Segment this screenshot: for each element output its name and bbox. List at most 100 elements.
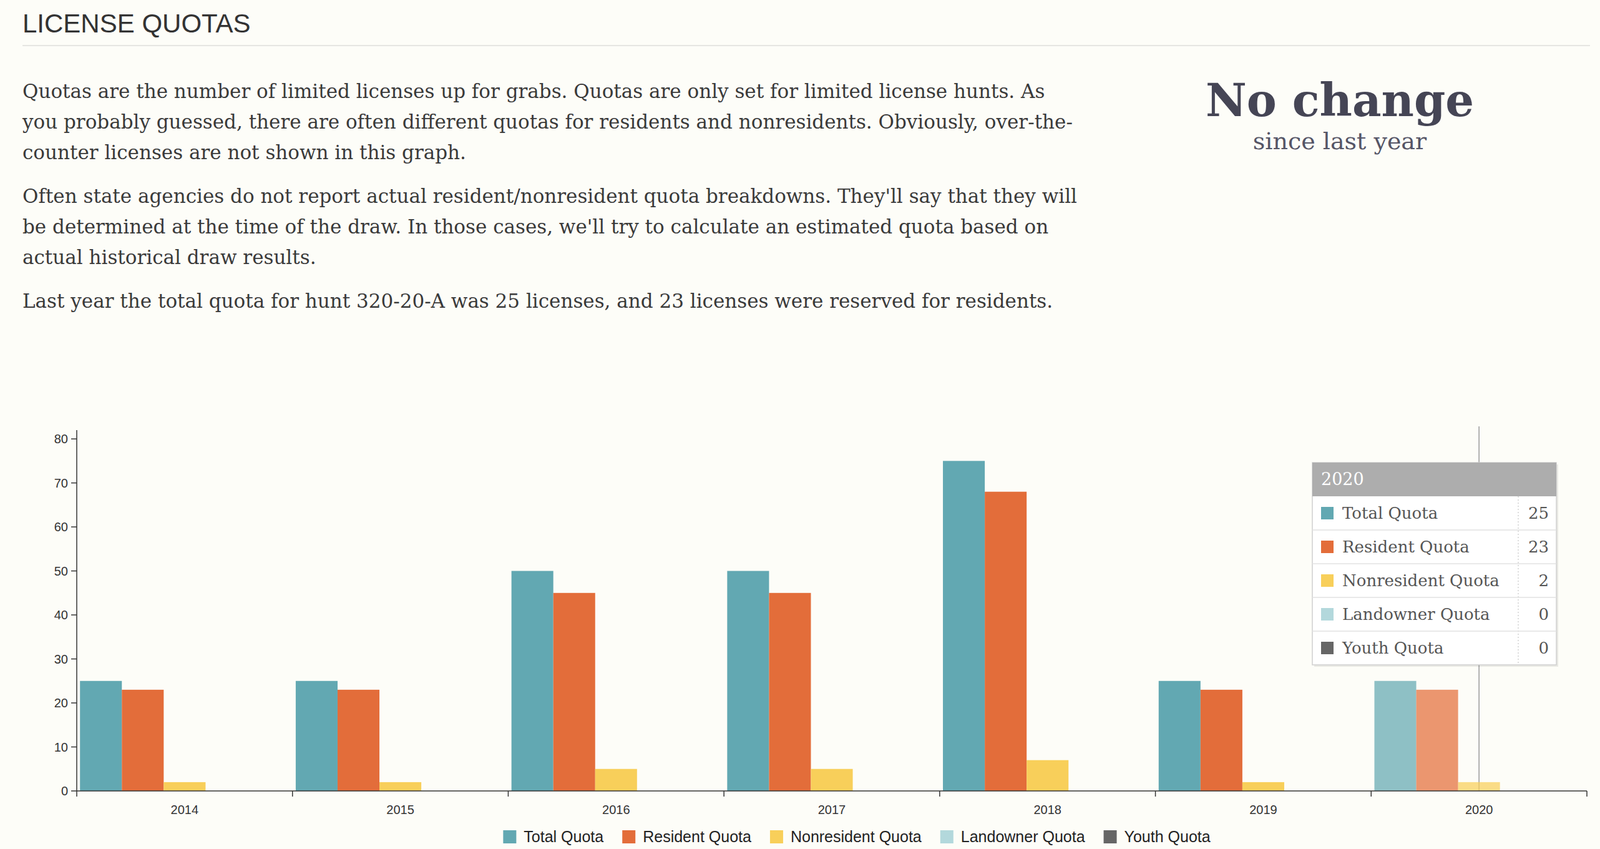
bar <box>553 592 596 791</box>
legend-swatch <box>940 829 954 844</box>
description: Quotas are the number of limited license… <box>22 76 1084 330</box>
tooltip-value: 25 <box>1528 503 1549 523</box>
y-tick <box>71 438 77 440</box>
bar <box>768 592 811 791</box>
x-tick-label: 2014 <box>170 802 200 817</box>
x-tick <box>292 790 294 797</box>
tooltip-swatch <box>1321 540 1334 553</box>
page-title: LICENSE QUOTAS <box>22 8 251 39</box>
bar <box>726 570 769 791</box>
paragraph: Last year the total quota for hunt 320-2… <box>22 285 1084 317</box>
change-badge: No change since last year <box>1123 73 1557 155</box>
y-tick-label: 60 <box>54 519 69 534</box>
x-tick-label: 2015 <box>386 802 415 817</box>
legend-label: Total Quota <box>523 827 604 845</box>
x-tick <box>76 790 78 797</box>
legend-swatch <box>770 829 784 844</box>
badge-subtitle: since last year <box>1123 127 1557 155</box>
bars <box>79 460 1500 791</box>
bar <box>810 768 853 791</box>
legend-label: Resident Quota <box>642 827 752 845</box>
legend-swatch <box>1103 829 1118 844</box>
legend-label: Youth Quota <box>1124 827 1211 845</box>
tooltip-separator <box>1518 496 1519 665</box>
tooltip-row-line <box>1312 596 1557 598</box>
bar <box>595 768 638 791</box>
y-tick-label: 50 <box>54 564 69 578</box>
y-tick <box>71 702 77 704</box>
bar <box>1458 781 1501 791</box>
tooltip-label: Landowner Quota <box>1342 604 1491 624</box>
tooltip-value: 0 <box>1538 604 1549 624</box>
tooltip: 2020 Total Quota 25 Resident Quota 23 Nonresi… <box>1312 462 1559 667</box>
divider <box>22 44 1591 47</box>
y-axis <box>76 429 78 791</box>
y-tick <box>71 526 77 528</box>
y-tick-label: 30 <box>54 652 69 666</box>
bar <box>1374 680 1416 791</box>
bar <box>79 680 122 791</box>
y-tick-label: 70 <box>54 476 69 490</box>
tooltip-label: Total Quota <box>1342 503 1438 523</box>
bar <box>121 689 164 791</box>
x-tick-label: 2017 <box>818 802 847 817</box>
y-tick-label: 0 <box>61 783 69 798</box>
tooltip-swatch <box>1321 607 1334 621</box>
tooltip-title: 2020 <box>1321 469 1365 489</box>
y-tick-label: 20 <box>54 695 69 710</box>
tooltip-box <box>1312 462 1557 665</box>
tooltip-swatch <box>1321 574 1334 587</box>
x-tick <box>1370 790 1373 797</box>
x-tick <box>939 790 941 797</box>
x-tick <box>507 790 510 797</box>
tooltip-value: 23 <box>1528 537 1549 557</box>
x-tick-label: 2016 <box>602 802 631 817</box>
x-tick-label: 2020 <box>1465 802 1494 817</box>
x-tick <box>723 790 725 797</box>
y-tick-label: 10 <box>54 740 69 754</box>
y-tick <box>71 746 77 748</box>
bar <box>379 781 422 791</box>
tooltip-value: 0 <box>1538 638 1549 658</box>
legend: Total Quota Resident Quota Nonresident Quo… <box>502 827 1210 845</box>
tooltip-row-line <box>1312 529 1557 531</box>
bar <box>511 570 554 791</box>
bar <box>1416 689 1459 791</box>
bar <box>163 781 206 791</box>
y-tick-label: 40 <box>54 607 69 622</box>
y-tick <box>71 658 77 660</box>
bar <box>1200 689 1243 791</box>
tooltip-row-line <box>1312 630 1557 632</box>
legend-label: Nonresident Quota <box>790 827 922 845</box>
paragraph: Quotas are the number of limited license… <box>22 76 1084 168</box>
y-tick <box>71 570 77 572</box>
bar <box>295 680 338 791</box>
tooltip-header <box>1312 462 1557 497</box>
bar <box>337 689 380 791</box>
x-tick <box>1586 790 1588 797</box>
bar <box>1242 781 1285 791</box>
chart: 0 10 20 30 40 50 60 70 80 2014 2015 2016 2017 2018 201… <box>0 0 1600 849</box>
tooltip-swatch <box>1321 641 1334 654</box>
x-axis <box>76 790 1587 792</box>
tooltip-swatch <box>1321 506 1334 520</box>
paragraph: Often state agencies do not report actua… <box>22 180 1084 273</box>
legend-swatch <box>622 829 636 844</box>
y-tick <box>71 482 77 484</box>
tooltip-label: Nonresident Quota <box>1342 570 1500 590</box>
tooltip-label: Resident Quota <box>1342 537 1470 557</box>
y-tick-label: 80 <box>54 431 69 446</box>
x-tick <box>1155 790 1157 797</box>
bar <box>942 460 985 791</box>
badge-title: No change <box>1123 73 1557 128</box>
bar <box>1026 760 1069 791</box>
y-tick <box>71 614 77 616</box>
tooltip-row-line <box>1312 562 1557 565</box>
y-tick <box>71 790 77 792</box>
bar <box>984 491 1027 791</box>
legend-label: Landowner Quota <box>960 827 1086 845</box>
x-tick-label: 2018 <box>1033 802 1062 817</box>
x-tick-label: 2019 <box>1249 802 1278 817</box>
bar <box>1158 680 1201 791</box>
tooltip-label: Youth Quota <box>1341 638 1444 658</box>
